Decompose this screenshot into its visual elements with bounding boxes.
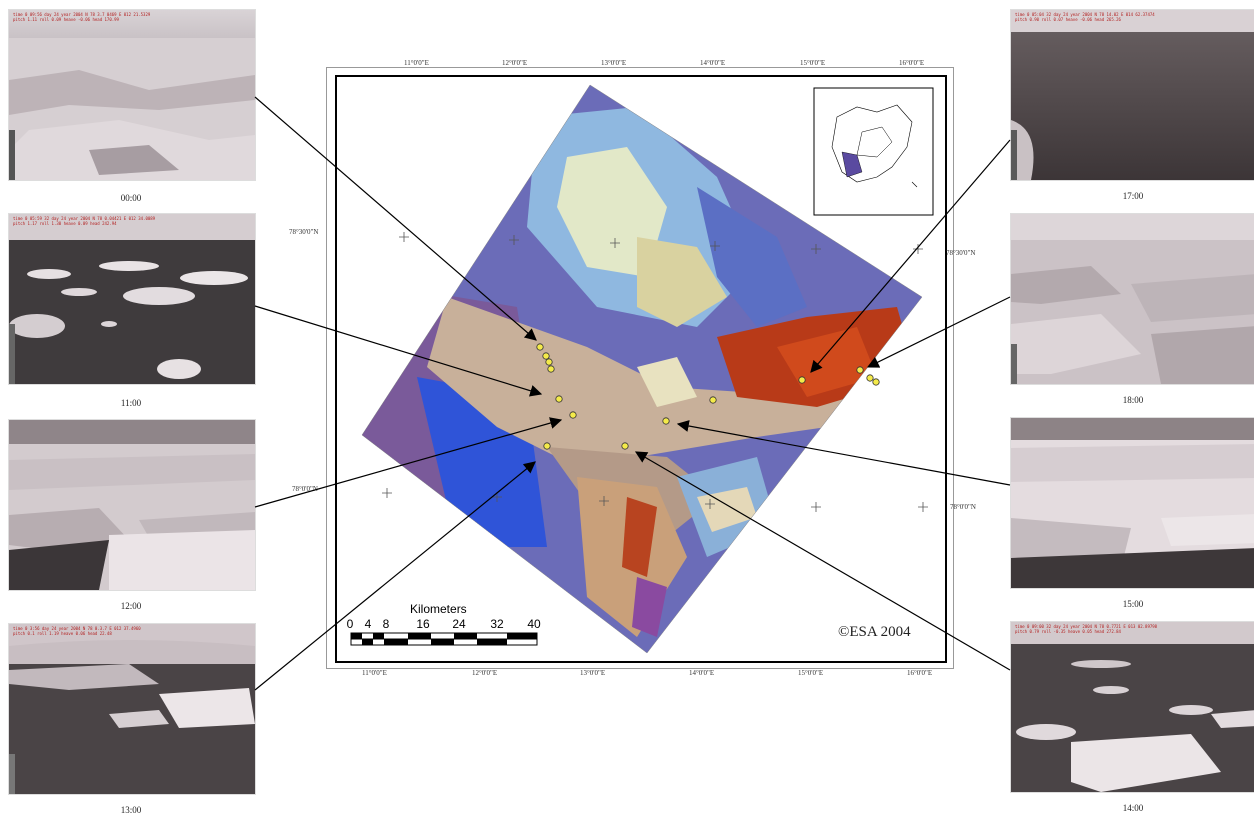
sea-ice-photo xyxy=(1011,622,1254,792)
left-tick-label: 78°0'0"N xyxy=(292,485,318,493)
photo-caption: 12:00 xyxy=(120,601,142,611)
photo-18-00 xyxy=(1010,213,1254,385)
photo-00-00: time 0 09:56 day 24 year 2004 N 78 3.7 0… xyxy=(8,9,256,181)
right-tick-label: 78°0'0"N xyxy=(950,503,976,511)
top-tick-label: 11°0'0"E xyxy=(404,59,429,67)
bottom-tick-label: 16°0'0"E xyxy=(907,669,933,677)
bottom-tick-label: 12°0'0"E xyxy=(472,669,498,677)
scale-label: Kilometers xyxy=(410,602,467,616)
inset-map xyxy=(813,87,934,216)
bottom-tick-label: 11°0'0"E xyxy=(362,669,387,677)
sea-ice-photo xyxy=(1011,418,1254,588)
left-tick-label: 78°30'0"N xyxy=(289,228,319,236)
scale-number: 16 xyxy=(416,617,430,631)
photo-caption: 14:00 xyxy=(1122,803,1144,813)
scale-number: 8 xyxy=(382,617,390,631)
scale-number: 40 xyxy=(527,617,541,631)
photo-meta-line: pitch 0.1 roll 1.19 heave 0.06 head 22.4… xyxy=(13,631,112,636)
bottom-tick-label: 14°0'0"E xyxy=(689,669,715,677)
photo-meta-line: time 0 09:56 day 24 year 2004 N 78 3.7 0… xyxy=(13,12,151,17)
sea-ice-photo xyxy=(1011,214,1254,384)
bottom-tick-label: 15°0'0"E xyxy=(798,669,824,677)
top-tick-label: 12°0'0"E xyxy=(502,59,528,67)
photo-caption: 15:00 xyxy=(1122,599,1144,609)
photo-caption: 18:00 xyxy=(1122,395,1144,405)
photo-caption: 00:00 xyxy=(120,193,142,203)
scale-number: 4 xyxy=(364,617,372,631)
photo-11-00: time 0 05:59 32 day 24 year 2004 N 78 0.… xyxy=(8,213,256,385)
photo-caption: 17:00 xyxy=(1122,191,1144,201)
photo-meta-line: pitch 0.79 roll -0.35 heave 0.05 head 27… xyxy=(1015,629,1121,634)
scale-number: 0 xyxy=(346,617,354,631)
copyright-label: ©ESA 2004 xyxy=(838,624,911,640)
scale-number: 32 xyxy=(490,617,504,631)
scale-number: 24 xyxy=(452,617,466,631)
sea-ice-photo xyxy=(9,624,255,794)
top-tick-label: 16°0'0"E xyxy=(899,59,925,67)
photo-caption: 11:00 xyxy=(120,398,142,408)
photo-meta-line: pitch 0.90 roll 0.07 heave -0.06 head 26… xyxy=(1015,17,1121,22)
scale-bar xyxy=(350,632,538,646)
photo-13-00: time 0 3:56 day 24 year 2004 N 78 0.3.7 … xyxy=(8,623,256,795)
photo-14-00: time 0 09:00 32 day 24 year 2004 N 78 0.… xyxy=(1010,621,1254,793)
top-tick-label: 14°0'0"E xyxy=(700,59,726,67)
photo-meta-line: time 0 09:00 32 day 24 year 2004 N 78 0.… xyxy=(1015,624,1158,629)
photo-caption: 13:00 xyxy=(120,805,142,815)
photo-meta-line: time 0 05:04 32 day 24 year 2004 N 78 14… xyxy=(1015,12,1155,17)
photo-15-00 xyxy=(1010,417,1254,589)
photo-meta-line: pitch 1.11 roll 0.09 heave -0.06 head 17… xyxy=(13,17,119,22)
bottom-tick-label: 13°0'0"E xyxy=(580,669,606,677)
sea-ice-photo xyxy=(1011,10,1254,180)
satellite-map xyxy=(350,84,934,654)
right-tick-label: 78°30'0"N xyxy=(946,249,976,257)
top-tick-label: 15°0'0"E xyxy=(800,59,826,67)
photo-meta-line: time 0 3:56 day 24 year 2004 N 78 0.3.7 … xyxy=(13,626,141,631)
sea-ice-photo xyxy=(9,10,255,180)
photo-17-00: time 0 05:04 32 day 24 year 2004 N 78 14… xyxy=(1010,9,1254,181)
top-tick-label: 13°0'0"E xyxy=(601,59,627,67)
photo-12-00 xyxy=(8,419,256,591)
photo-meta-line: pitch 1.17 roll 1.30 heave 0.09 head 242… xyxy=(13,221,117,226)
sea-ice-photo xyxy=(9,420,255,590)
sea-ice-photo xyxy=(9,214,255,384)
photo-meta-line: time 0 05:59 32 day 24 year 2004 N 78 0.… xyxy=(13,216,156,221)
